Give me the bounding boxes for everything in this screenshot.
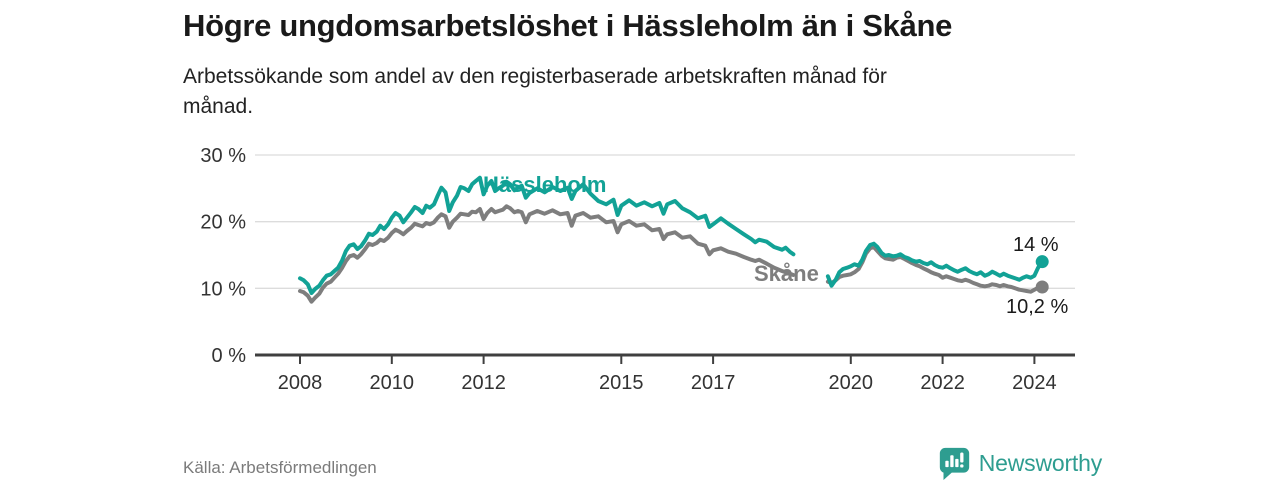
- series-label-skane: Skåne: [754, 261, 819, 286]
- x-tick-label-2022: 2022: [920, 372, 965, 394]
- chart-subtitle: Arbetssökande som andel av den registerb…: [183, 62, 1083, 122]
- end-dot-skåne: [1035, 280, 1049, 294]
- y-tick-label-30: 30 %: [200, 145, 246, 167]
- source-text: Källa: Arbetsförmedlingen: [183, 458, 377, 477]
- newsworthy-logo-icon: [939, 447, 969, 480]
- line-hässleholm-segment-2: [825, 241, 1045, 288]
- line-skåne-segment-1: [298, 204, 796, 304]
- x-tick-label-2017: 2017: [691, 372, 736, 394]
- x-tick-label-2024: 2024: [1012, 372, 1057, 394]
- x-tick-label-2012: 2012: [461, 372, 506, 394]
- end-dot-hässleholm: [1035, 255, 1049, 269]
- bar-chart-glyph: [945, 452, 964, 468]
- x-tick-label-2020: 2020: [829, 372, 874, 394]
- line-hässleholm-segment-1: [298, 175, 796, 295]
- line-skåne-segment-2: [825, 245, 1045, 294]
- subtitle-line-1: Arbetssökande som andel av den registerb…: [183, 65, 887, 88]
- newsworthy-logo: Newsworthy: [938, 446, 1102, 480]
- newsworthy-wordmark: Newsworthy: [978, 449, 1102, 476]
- series-label-hassleholm: Hässleholm: [483, 172, 607, 197]
- y-tick-label-10: 10 %: [200, 278, 246, 300]
- x-tick-label-2008: 2008: [278, 372, 323, 394]
- exclamation-dot: [959, 464, 964, 468]
- end-value-hassleholm: 14 %: [1013, 234, 1059, 256]
- exclamation-bar: [959, 452, 964, 463]
- y-tick-label-20: 20 %: [200, 212, 246, 234]
- speech-bubble-shape: [939, 447, 969, 480]
- subtitle-line-2: månad.: [183, 95, 254, 118]
- y-tick-label-0: 0 %: [212, 345, 247, 367]
- end-value-skane: 10,2 %: [1006, 296, 1068, 318]
- x-tick-label-2010: 2010: [370, 372, 415, 394]
- page-title: Högre ungdomsarbetslöshet i Hässleholm ä…: [183, 8, 953, 43]
- x-tick-label-2015: 2015: [599, 372, 644, 394]
